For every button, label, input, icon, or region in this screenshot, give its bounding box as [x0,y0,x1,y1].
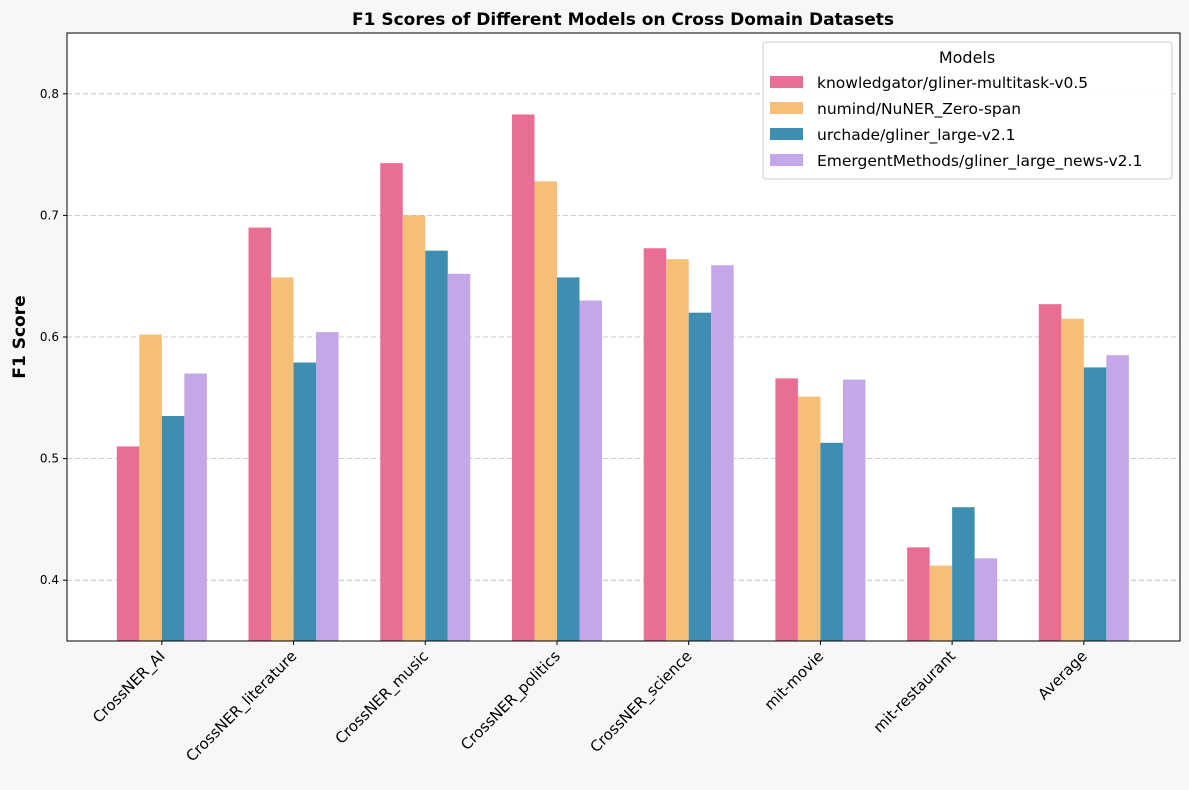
x-tick-label: CrossNER_politics [457,647,565,755]
bar-mit-movie-1 [797,396,821,641]
bar-CrossNER_AI-3 [184,373,207,641]
y-tick-label: 0.8 [40,87,59,101]
bar-CrossNER_politics-2 [556,277,580,641]
y-tick-label: 0.5 [40,452,59,466]
bar-Average-2 [1083,367,1107,641]
bar-CrossNER_AI-2 [161,416,185,641]
legend-title: Models [939,48,995,67]
legend-entry: numind/NuNER_Zero-span [817,100,1021,119]
bar-CrossNER_music-1 [402,215,426,641]
x-tick-label: Average [1034,647,1090,703]
bar-CrossNER_AI-0 [116,446,140,641]
bar-CrossNER_literature-2 [293,362,317,641]
bar-CrossNER_politics-3 [579,300,602,641]
bar-mit-movie-2 [820,442,843,641]
bar-mit-restaurant-1 [929,565,953,641]
bar-Average-1 [1061,318,1084,641]
x-tick-label: CrossNER_AI [89,647,169,727]
legend-entry: knowledgator/gliner-multitask-v0.5 [817,74,1088,92]
legend-swatch [770,102,803,114]
bar-CrossNER_politics-0 [511,114,535,642]
y-tick-label: 0.6 [40,330,59,344]
legend-swatch [770,128,803,140]
bar-CrossNER_politics-1 [534,181,557,642]
bar-Average-3 [1106,355,1129,641]
legend-swatch [770,154,803,166]
bar-CrossNER_music-0 [380,163,403,641]
bar-CrossNER_science-2 [688,312,712,641]
bar-CrossNER_literature-3 [316,332,339,641]
bar-CrossNER_music-2 [425,250,448,641]
legend-swatch [770,76,803,88]
x-tick-label: CrossNER_music [332,647,433,748]
bar-CrossNER_music-3 [447,273,471,641]
bar-mit-restaurant-0 [907,547,930,641]
bar-Average-0 [1038,304,1062,641]
bar-mit-movie-3 [842,379,866,641]
bar-mit-restaurant-3 [974,558,998,641]
legend-entry: urchade/gliner_large-v2.1 [817,126,1016,145]
bar-CrossNER_literature-1 [271,277,294,641]
x-tick-label: CrossNER_literature [182,647,301,766]
chart-title: F1 Scores of Different Models on Cross D… [352,10,894,30]
bar-mit-restaurant-2 [952,507,975,641]
bar-CrossNER_science-1 [666,259,689,641]
y-axis-label: F1 Score [10,295,30,378]
x-tick-label: mit-movie [761,647,828,714]
y-tick-label: 0.4 [40,573,59,587]
bar-CrossNER_science-0 [643,248,667,641]
bar-CrossNER_AI-1 [139,334,162,641]
y-tick-label: 0.7 [40,208,59,222]
bar-mit-movie-0 [775,378,798,641]
legend-entry: EmergentMethods/gliner_large_news-v2.1 [817,152,1142,171]
bar-CrossNER_literature-0 [248,227,272,641]
x-tick-label: CrossNER_science [587,647,697,757]
bar-CrossNER_science-3 [711,265,734,641]
legend: Models knowledgator/gliner-multitask-v0.… [762,41,1173,180]
x-tick-label: mit-restaurant [870,647,959,736]
